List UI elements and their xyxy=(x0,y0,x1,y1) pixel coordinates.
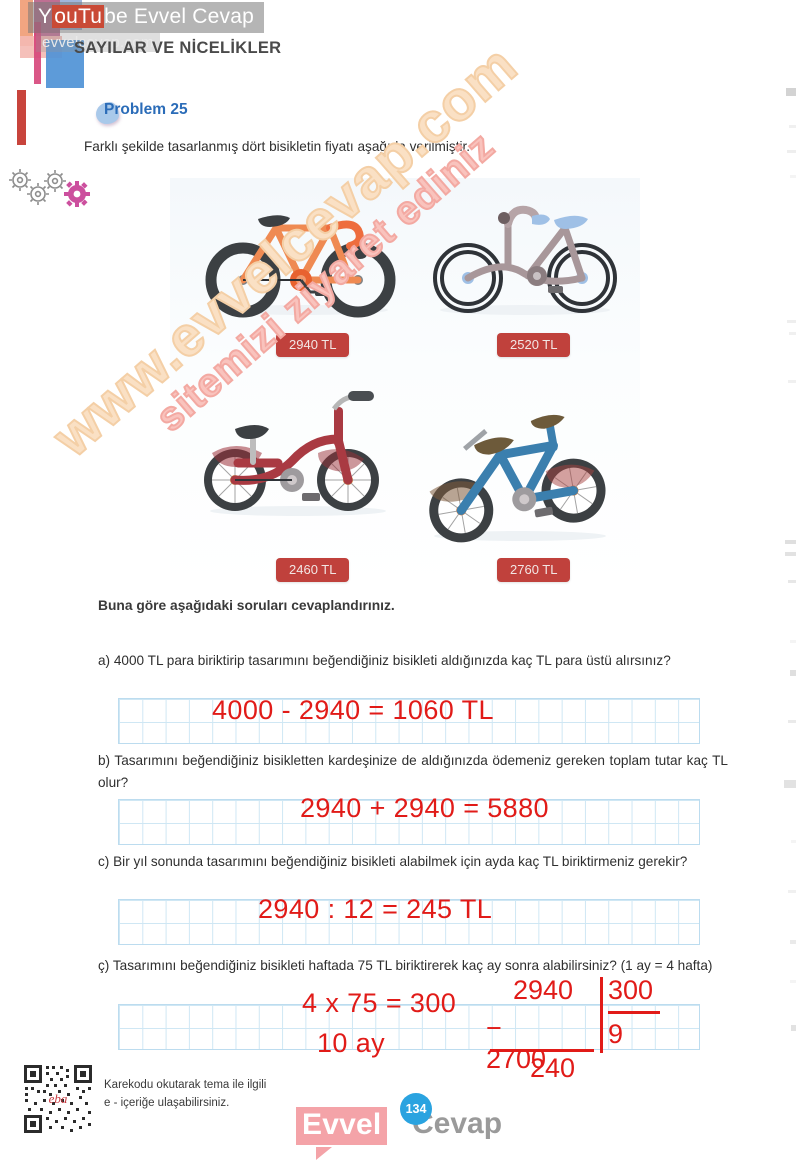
answer-c: 2940 : 12 = 245 TL xyxy=(258,894,493,924)
answer-b: 2940 + 2940 = 5880 xyxy=(300,793,549,823)
price-tag: 2460 TL xyxy=(276,558,350,582)
answer-grid-b[interactable] xyxy=(118,799,700,845)
bicycle-image-grey xyxy=(420,188,630,318)
site-watermark-small: evvelcevap.com xyxy=(36,33,160,52)
division-rule-top xyxy=(608,1011,660,1014)
price-tag: 2520 TL xyxy=(497,333,571,357)
qr-code-icon[interactable]: eba xyxy=(22,1063,94,1135)
answer-grid-c[interactable] xyxy=(118,899,700,945)
price-tag: 2760 TL xyxy=(497,558,571,582)
qr-caption-line2: e - içeriğe ulaşabilirsiniz. xyxy=(104,1096,230,1109)
qr-caption-line1: Karekodu okutarak tema ile ilgili xyxy=(104,1079,267,1091)
eba-logo-text: eba xyxy=(49,1091,68,1106)
bicycle-image-orange xyxy=(198,188,408,318)
question-b: b) Tasarımını beğendiğiniz bisikletten k… xyxy=(98,753,728,791)
questions-lead: Buna göre aşağıdaki soruları cevaplandır… xyxy=(98,598,395,613)
answer-d-line1: 4 x 75 = 300 xyxy=(302,988,457,1018)
page-number-badge: 134 xyxy=(400,1093,432,1125)
problem-blob-icon xyxy=(96,102,119,124)
gears-icon xyxy=(8,168,94,212)
bicycles-panel xyxy=(170,178,640,588)
brand-tail-shape xyxy=(316,1147,332,1160)
youtube-watermark-text: YouTube Evvel Cevap xyxy=(38,5,254,28)
division-dividend: 2940 xyxy=(513,975,574,1005)
answer-d-line2: 10 ay xyxy=(317,1028,386,1058)
decorative-red-bar xyxy=(17,90,26,145)
chapter-title: SAYILAR VE NİCELİKLER xyxy=(74,39,282,57)
division-divisor: 300 xyxy=(608,975,654,1005)
division-remainder: 240 xyxy=(530,1053,576,1083)
answer-grid-a[interactable] xyxy=(118,698,700,744)
youtube-watermark: YouTube Evvel Cevap xyxy=(28,2,264,33)
intro-text: Farklı şekilde tasarlanmış dört bisiklet… xyxy=(84,139,471,154)
question-c: c) Bir yıl sonunda tasarımını beğendiğin… xyxy=(98,854,688,869)
answer-a: 4000 - 2940 = 1060 TL xyxy=(212,695,494,725)
qr-caption: Karekodu okutarak tema ile ilgili e - iç… xyxy=(104,1077,266,1113)
division-rule-bottom xyxy=(490,1049,594,1052)
question-d: ç) Tasarımını beğendiğiniz bisikleti haf… xyxy=(98,958,713,973)
bicycle-image-red xyxy=(190,383,405,518)
price-tag: 2940 TL xyxy=(276,333,350,357)
division-quotient: 9 xyxy=(608,1019,624,1049)
bicycle-image-blue xyxy=(412,408,627,543)
brand-first-word: Evvel xyxy=(296,1107,388,1145)
facing-page-ghost-marks xyxy=(778,80,800,1031)
question-a: a) 4000 TL para biriktirip tasarımını be… xyxy=(98,653,671,668)
problem-label: Problem 25 xyxy=(104,101,188,118)
division-vertical-rule xyxy=(600,977,603,1053)
